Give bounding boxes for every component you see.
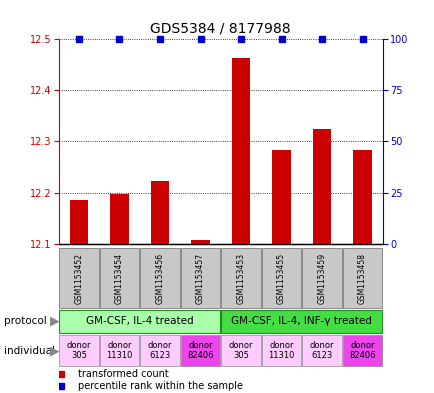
Text: donor
305: donor 305	[228, 341, 253, 360]
Bar	[272, 150, 290, 244]
Bar	[352, 150, 371, 244]
Text: GSM1153453: GSM1153453	[236, 252, 245, 304]
FancyBboxPatch shape	[99, 335, 139, 366]
FancyBboxPatch shape	[59, 248, 99, 308]
Text: percentile rank within the sample: percentile rank within the sample	[78, 381, 243, 391]
Text: ▶: ▶	[50, 315, 59, 328]
Text: GM-CSF, IL-4 treated: GM-CSF, IL-4 treated	[86, 316, 193, 326]
Title: GDS5384 / 8177988: GDS5384 / 8177988	[150, 21, 290, 35]
FancyBboxPatch shape	[220, 310, 381, 333]
FancyBboxPatch shape	[261, 335, 301, 366]
Text: GSM1153455: GSM1153455	[276, 252, 286, 304]
FancyBboxPatch shape	[342, 335, 381, 366]
Text: donor
6123: donor 6123	[148, 341, 172, 360]
FancyBboxPatch shape	[180, 248, 220, 308]
FancyBboxPatch shape	[302, 335, 341, 366]
FancyBboxPatch shape	[59, 310, 220, 333]
Text: donor
305: donor 305	[66, 341, 91, 360]
Bar	[70, 200, 88, 244]
Text: ▶: ▶	[50, 344, 59, 357]
FancyBboxPatch shape	[140, 335, 179, 366]
Text: GSM1153456: GSM1153456	[155, 252, 164, 304]
FancyBboxPatch shape	[180, 335, 220, 366]
Text: GM-CSF, IL-4, INF-γ treated: GM-CSF, IL-4, INF-γ treated	[231, 316, 372, 326]
Bar	[191, 240, 209, 244]
Text: protocol: protocol	[4, 316, 47, 326]
FancyBboxPatch shape	[220, 335, 260, 366]
FancyBboxPatch shape	[140, 248, 179, 308]
FancyBboxPatch shape	[261, 248, 301, 308]
Text: GSM1153457: GSM1153457	[196, 252, 204, 304]
Bar	[312, 129, 330, 244]
Text: donor
6123: donor 6123	[309, 341, 333, 360]
Text: individual: individual	[4, 346, 55, 356]
FancyBboxPatch shape	[302, 248, 341, 308]
Text: GSM1153458: GSM1153458	[357, 253, 366, 303]
Text: GSM1153452: GSM1153452	[74, 253, 83, 303]
Text: donor
82406: donor 82406	[349, 341, 375, 360]
FancyBboxPatch shape	[59, 335, 99, 366]
Bar	[110, 194, 128, 244]
Bar	[151, 181, 169, 244]
Text: GSM1153459: GSM1153459	[317, 252, 326, 304]
Text: GSM1153454: GSM1153454	[115, 252, 124, 304]
FancyBboxPatch shape	[99, 248, 139, 308]
FancyBboxPatch shape	[342, 248, 381, 308]
Text: transformed count: transformed count	[78, 369, 168, 379]
Text: donor
82406: donor 82406	[187, 341, 213, 360]
Bar	[231, 58, 250, 244]
FancyBboxPatch shape	[220, 248, 260, 308]
Text: donor
11310: donor 11310	[106, 341, 132, 360]
Text: donor
11310: donor 11310	[268, 341, 294, 360]
